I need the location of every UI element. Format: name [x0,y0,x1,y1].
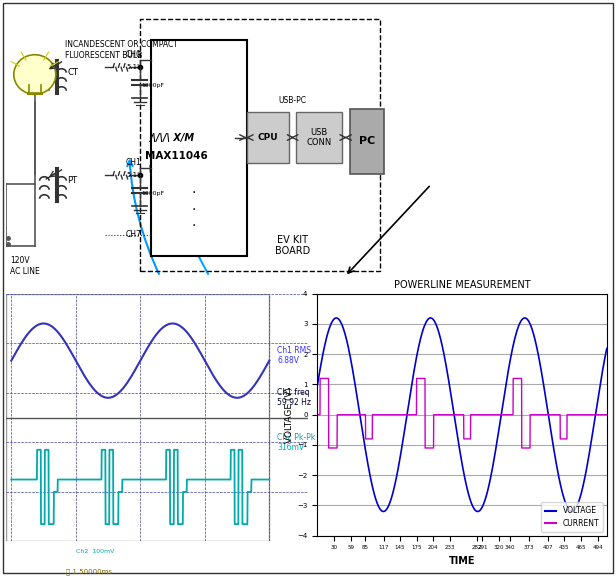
CURRENT [603,411,610,418]
VOLTAGE [521,314,529,321]
Text: CH7: CH7 [126,230,142,239]
Text: /\/\/\ X/M: /\/\/\ X/M [150,132,195,142]
CURRENT [595,411,602,418]
Title: POWERLINE MEASUREMENT: POWERLINE MEASUREMENT [394,280,530,290]
CURRENT [595,411,602,418]
Text: 1000pF: 1000pF [142,191,165,196]
Text: 5.1k: 5.1k [126,172,142,179]
Text: USB-PC: USB-PC [278,96,307,105]
Text: PT: PT [67,176,78,185]
Bar [6,294,269,541]
Y-axis label: VOLTAGE (V): VOLTAGE (V) [285,386,294,443]
CURRENT [325,445,333,452]
Circle shape [14,55,56,94]
Text: INCANDESCENT OR COMPACT
FLUORESCENT BULB: INCANDESCENT OR COMPACT FLUORESCENT BULB [65,40,178,60]
Text: 5.1k: 5.1k [126,65,142,70]
CURRENT [328,445,336,452]
CURRENT [314,411,321,418]
Text: Ch1 RMS
6.88V: Ch1 RMS 6.88V [277,346,311,365]
X-axis label: TIME: TIME [448,556,476,566]
Text: Ch1  10.0V: Ch1 10.0V [11,549,46,554]
Text: Ch2  100mV: Ch2 100mV [76,549,114,554]
Line: CURRENT: CURRENT [317,378,607,448]
FancyBboxPatch shape [152,40,247,256]
FancyBboxPatch shape [350,109,384,173]
Text: Ch2 Pk-Pk
316mV: Ch2 Pk-Pk 316mV [277,433,315,452]
Text: CT: CT [67,68,78,77]
VOLTAGE [379,508,387,515]
Text: MAX11046: MAX11046 [145,150,208,161]
Text: CH0: CH0 [126,50,142,59]
VOLTAGE [595,392,602,399]
VOLTAGE [542,393,549,400]
CURRENT [317,375,324,382]
Legend: VOLTAGE, CURRENT: VOLTAGE, CURRENT [541,502,603,532]
Text: ⏱ 1.50000ms: ⏱ 1.50000ms [66,569,111,575]
VOLTAGE [595,391,602,397]
Text: 1000pF: 1000pF [142,83,165,88]
Text: Ch1 freq
59.92 Hz: Ch1 freq 59.92 Hz [277,388,311,407]
Text: EV KIT
BOARD: EV KIT BOARD [275,235,310,256]
Text: ·
·
·: · · · [191,186,195,233]
CURRENT [447,411,455,418]
Text: M4.00ms A  Ch1 ↑  0.00V: M4.00ms A Ch1 ↑ 0.00V [153,549,233,554]
VOLTAGE [603,345,610,352]
Text: PC: PC [359,136,375,146]
CURRENT [455,411,462,418]
VOLTAGE [328,319,336,325]
FancyBboxPatch shape [296,112,342,163]
CURRENT [542,411,549,418]
FancyBboxPatch shape [247,112,289,163]
VOLTAGE [455,437,462,444]
Line: VOLTAGE: VOLTAGE [317,318,607,511]
Text: CH1: CH1 [126,158,142,167]
Text: 120V
AC LINE: 120V AC LINE [10,256,39,276]
Text: CPU: CPU [257,133,278,142]
VOLTAGE [314,382,321,389]
VOLTAGE [447,388,454,395]
Text: USB
CONN: USB CONN [307,128,332,147]
